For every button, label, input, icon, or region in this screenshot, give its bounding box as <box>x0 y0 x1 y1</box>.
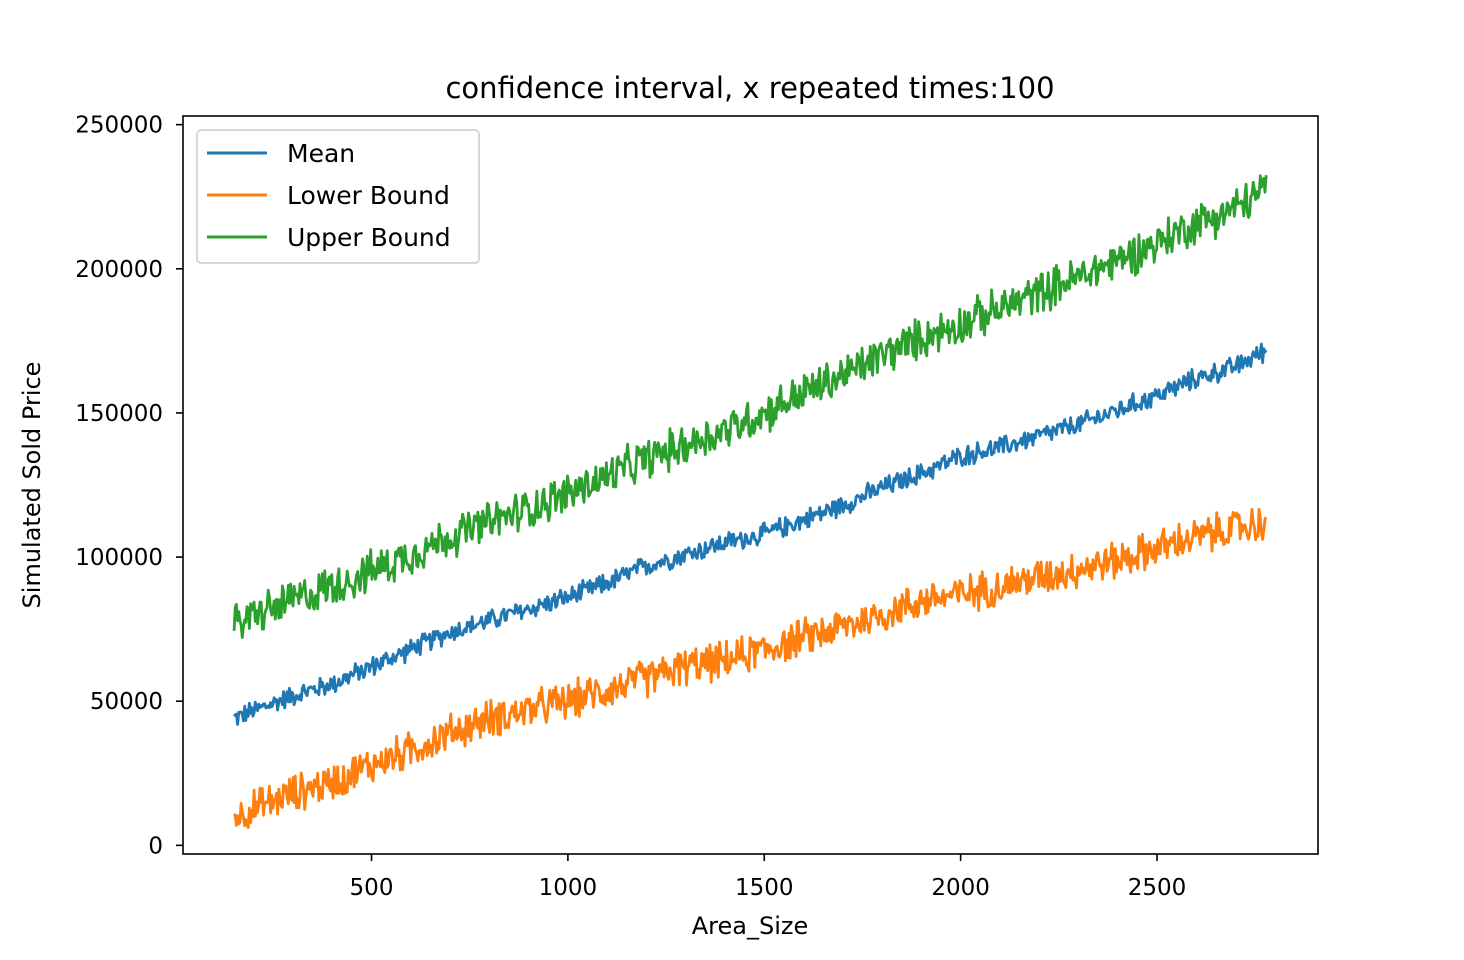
legend: Mean Lower Bound Upper Bound <box>196 129 480 264</box>
series-line-1 <box>233 507 1268 829</box>
y-axis-label: Simulated Sold Price <box>18 362 46 609</box>
x-tick-label: 500 <box>350 875 394 901</box>
legend-box <box>196 129 480 264</box>
legend-label-0: Mean <box>287 139 355 168</box>
y-tick-label: 50000 <box>90 689 163 715</box>
x-axis-label: Area_Size <box>692 912 809 940</box>
y-tick-label: 200000 <box>75 257 163 283</box>
legend-label-2: Upper Bound <box>287 223 451 252</box>
series-line-0 <box>232 342 1268 726</box>
x-tick-label: 1500 <box>735 875 794 901</box>
series-group <box>232 174 1268 829</box>
y-axis: 0 50000 100000 150000 200000 250000 <box>75 113 183 859</box>
x-tick-label: 2500 <box>1128 875 1187 901</box>
plot-frame <box>182 115 1319 855</box>
y-tick-label: 250000 <box>75 113 163 139</box>
plot-area <box>182 115 1319 855</box>
x-tick-label: 1000 <box>539 875 598 901</box>
chart-title: confidence interval, x repeated times:10… <box>445 71 1054 105</box>
legend-label-1: Lower Bound <box>287 181 450 210</box>
x-tick-label: 2000 <box>931 875 990 901</box>
x-axis: 500 1000 1500 2000 2500 <box>350 854 1187 901</box>
y-tick-label: 150000 <box>75 401 163 427</box>
y-tick-label: 0 <box>148 833 163 859</box>
y-tick-label: 100000 <box>75 545 163 571</box>
series-line-2 <box>232 174 1268 639</box>
